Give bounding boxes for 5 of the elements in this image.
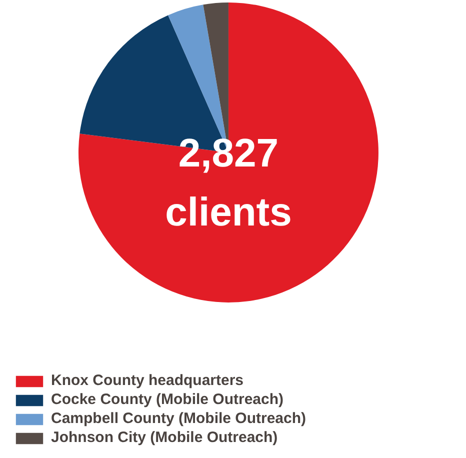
text: 2,827 clients [165,131,292,234]
legend-label: Campbell County (Mobile Outreach) [51,410,306,427]
legend-label: Knox County headquarters [51,372,244,389]
legend-label: Cocke County (Mobile Outreach) [51,391,284,408]
legend-label: Johnson City (Mobile Outreach) [51,429,278,446]
